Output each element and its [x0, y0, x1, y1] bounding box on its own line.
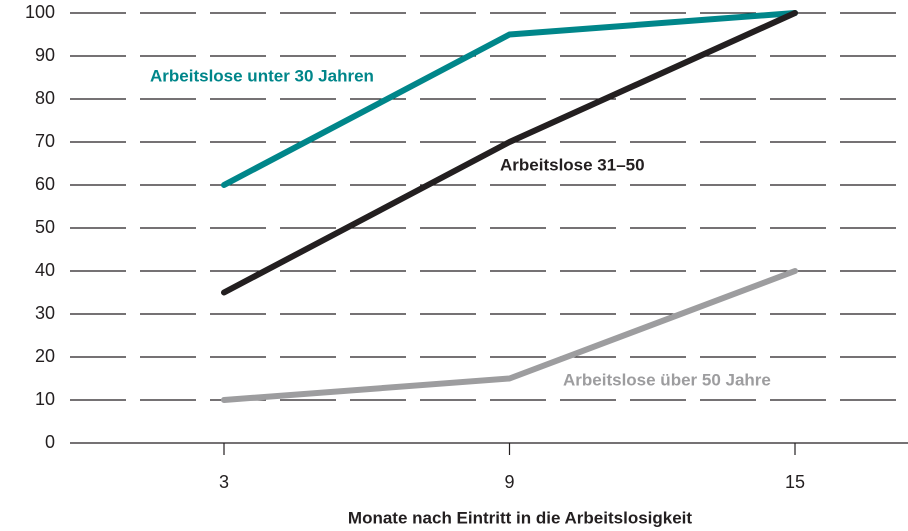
y-tick-label: 60 — [35, 174, 55, 194]
series-label: Arbeitslose unter 30 Jahren — [150, 66, 374, 85]
y-tick-label: 10 — [35, 389, 55, 409]
series-line — [221, 10, 798, 296]
y-tick-label: 100 — [25, 2, 55, 22]
x-tick-label: 15 — [785, 472, 805, 492]
series-label: Arbeitslose 31–50 — [500, 155, 645, 174]
series-line — [221, 268, 798, 403]
y-tick-label: 80 — [35, 88, 55, 108]
x-axis-label: Monate nach Eintritt in die Arbeitslosig… — [348, 508, 692, 527]
x-tick-label: 3 — [219, 472, 229, 492]
y-tick-label: 70 — [35, 131, 55, 151]
y-tick-label: 30 — [35, 303, 55, 323]
x-tick-label: 9 — [504, 472, 514, 492]
series-label: Arbeitslose über 50 Jahre — [563, 370, 771, 389]
y-tick-label: 50 — [35, 217, 55, 237]
series-line — [221, 10, 798, 188]
y-tick-label: 0 — [45, 432, 55, 452]
y-tick-label: 90 — [35, 45, 55, 65]
y-tick-label: 40 — [35, 260, 55, 280]
y-tick-label: 20 — [35, 346, 55, 366]
